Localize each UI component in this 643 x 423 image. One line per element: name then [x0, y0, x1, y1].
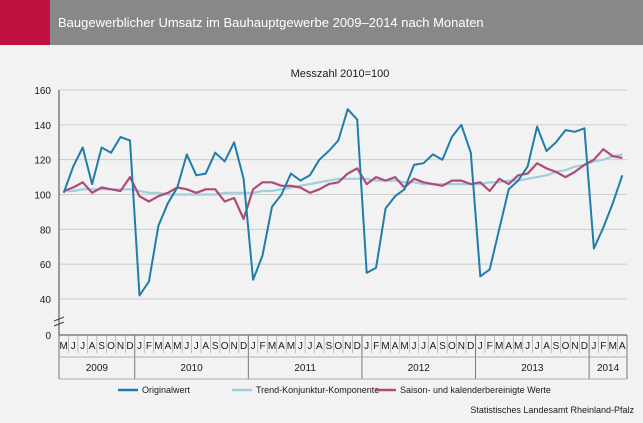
x-tick-label: J [364, 341, 369, 352]
x-tick-label: J [421, 341, 426, 352]
x-tick-label: O [107, 341, 115, 352]
x-tick-label: D [581, 341, 588, 352]
x-tick-label: M [287, 341, 295, 352]
x-tick-label: A [619, 341, 626, 352]
y-tick-label: 80 [40, 225, 52, 236]
x-tick-label: O [562, 341, 570, 352]
legend-label-trend: Trend-Konjunktur-Komponente [256, 385, 379, 395]
x-tick-label: A [543, 341, 550, 352]
x-tick-label: D [126, 341, 133, 352]
x-tick-label: J [307, 341, 312, 352]
x-tick-label: F [600, 341, 606, 352]
year-label: 2010 [180, 363, 203, 374]
x-tick-label: S [553, 341, 560, 352]
x-tick-label: J [478, 341, 483, 352]
x-tick-label: J [194, 341, 199, 352]
x-tick-label: J [298, 341, 303, 352]
x-tick-label: N [571, 341, 578, 352]
x-tick-label: S [212, 341, 219, 352]
x-tick-label: D [240, 341, 247, 352]
axis-break-mark [53, 316, 65, 327]
x-tick-label: O [334, 341, 342, 352]
x-tick-label: S [98, 341, 105, 352]
x-tick-label: O [448, 341, 456, 352]
x-tick-label: D [354, 341, 361, 352]
x-tick-label: J [137, 341, 142, 352]
x-tick-label: A [392, 341, 399, 352]
x-tick-label: F [146, 341, 152, 352]
x-tick-label: M [400, 341, 408, 352]
year-label: 2009 [86, 363, 109, 374]
x-tick-label: M [173, 341, 181, 352]
y-tick-label: 0 [45, 331, 51, 342]
y-tick-label: 60 [40, 260, 52, 271]
legend-label-original: Originalwert [142, 385, 191, 395]
x-tick-label: J [251, 341, 256, 352]
header-bar: Baugewerblicher Umsatz im Bauhauptgewerb… [0, 0, 643, 45]
y-tick-label: 100 [34, 191, 51, 202]
year-label: 2012 [408, 363, 431, 374]
y-tick-label: 160 [34, 86, 51, 97]
x-tick-label: M [495, 341, 503, 352]
axes [53, 90, 628, 380]
series-line-seasonal [63, 148, 623, 220]
series-lines [62, 108, 624, 297]
series-line-original [62, 108, 624, 297]
x-tick-label: M [609, 341, 617, 352]
x-tick-label: D [467, 341, 474, 352]
x-tick-label: A [505, 341, 512, 352]
series-line-trend [63, 153, 623, 196]
x-tick-label: A [89, 341, 96, 352]
x-tick-label: J [535, 341, 540, 352]
x-tick-label: N [344, 341, 351, 352]
x-tick-label: N [231, 341, 238, 352]
x-tick-label: J [412, 341, 417, 352]
x-tick-label: J [591, 341, 596, 352]
legend: Originalwert Trend-Konjunktur-Komponente S… [118, 385, 551, 395]
x-tick-label: A [316, 341, 323, 352]
x-tick-label: F [373, 341, 379, 352]
x-tick-label: F [487, 341, 493, 352]
x-tick-label: J [525, 341, 530, 352]
x-tick-label: M [381, 341, 389, 352]
x-tick-label: N [458, 341, 465, 352]
x-tick-label: M [154, 341, 162, 352]
x-tick-label: J [184, 341, 189, 352]
x-tick-label: M [268, 341, 276, 352]
brand-accent-block [0, 0, 50, 45]
x-tick-label: J [80, 341, 85, 352]
year-label: 2013 [521, 363, 544, 374]
x-tick-label: A [202, 341, 209, 352]
x-tick-label: J [71, 341, 76, 352]
y-tick-label: 140 [34, 121, 51, 132]
legend-label-seasonal: Saison- und kalenderbereinigte Werte [400, 385, 551, 395]
x-tick-label: A [430, 341, 437, 352]
grid-lines [59, 89, 627, 300]
chart-subtitle: Messzahl 2010=100 [291, 68, 390, 80]
x-tick-label: A [278, 341, 285, 352]
y-tick-label: 120 [34, 156, 51, 167]
x-tick-label: N [117, 341, 124, 352]
x-tick-label: S [325, 341, 332, 352]
year-label: 2011 [294, 363, 316, 374]
x-tick-label: F [259, 341, 265, 352]
x-tick-label: S [439, 341, 446, 352]
page-title: Baugewerblicher Umsatz im Bauhauptgewerb… [58, 15, 484, 30]
x-tick-label: A [165, 341, 172, 352]
x-tick-label: M [60, 341, 68, 352]
source-note: Statistisches Landesamt Rheinland-Pfalz [470, 405, 634, 415]
year-label: 2014 [597, 363, 620, 374]
x-tick-label: M [514, 341, 522, 352]
x-tick-label: O [221, 341, 229, 352]
y-tick-label: 40 [40, 295, 52, 306]
